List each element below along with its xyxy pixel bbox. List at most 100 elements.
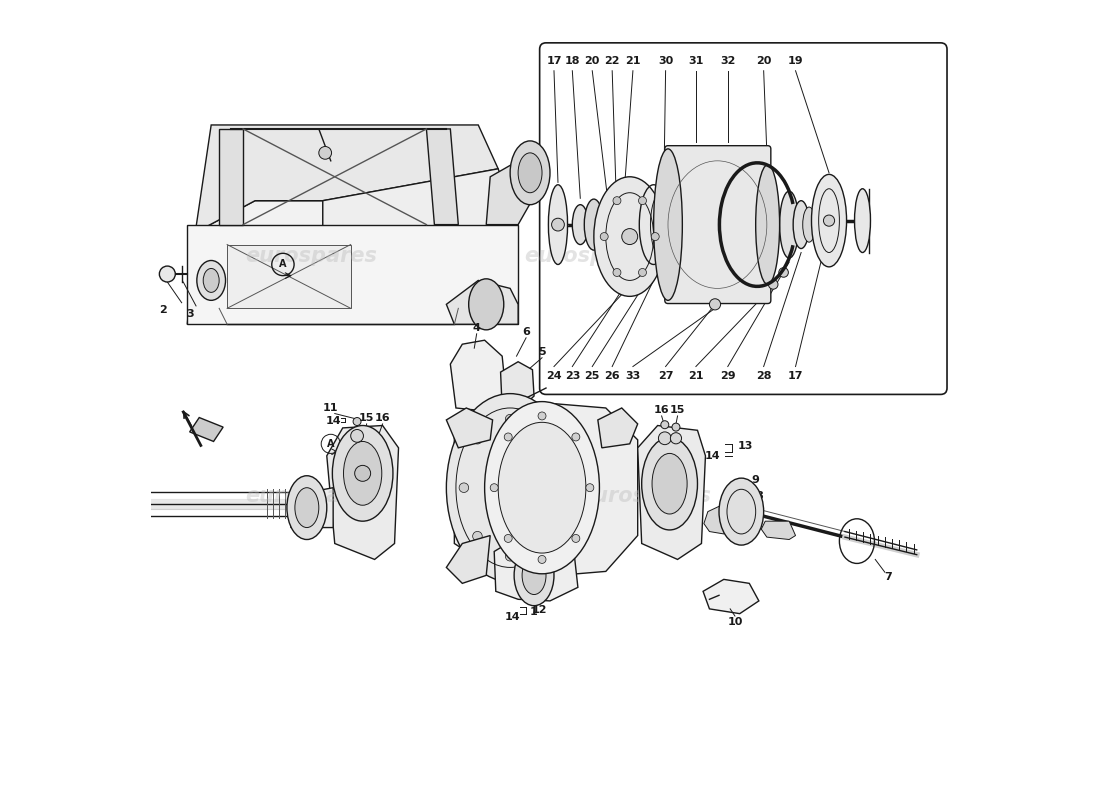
- Text: 5: 5: [538, 347, 546, 357]
- Text: 20: 20: [584, 56, 600, 66]
- Circle shape: [638, 269, 647, 277]
- Ellipse shape: [756, 165, 780, 285]
- Circle shape: [613, 269, 621, 277]
- Text: 20: 20: [756, 56, 771, 66]
- Polygon shape: [450, 340, 506, 412]
- Text: 22: 22: [604, 56, 620, 66]
- Text: A: A: [279, 259, 287, 270]
- Ellipse shape: [549, 185, 568, 265]
- Ellipse shape: [485, 402, 600, 574]
- Circle shape: [551, 218, 564, 231]
- Polygon shape: [290, 488, 333, 527]
- Circle shape: [526, 542, 537, 553]
- Ellipse shape: [600, 204, 615, 246]
- Text: 21: 21: [689, 371, 704, 381]
- Ellipse shape: [812, 174, 847, 267]
- Polygon shape: [447, 535, 491, 583]
- Text: 18: 18: [564, 56, 580, 66]
- Circle shape: [505, 551, 515, 561]
- Text: 8: 8: [755, 490, 762, 501]
- Text: 21: 21: [625, 56, 640, 66]
- Polygon shape: [195, 125, 498, 233]
- Circle shape: [638, 197, 647, 205]
- Ellipse shape: [204, 269, 219, 292]
- Ellipse shape: [332, 426, 393, 521]
- Polygon shape: [327, 426, 398, 559]
- Text: 23: 23: [564, 371, 580, 381]
- Ellipse shape: [518, 153, 542, 193]
- Circle shape: [601, 233, 608, 241]
- Polygon shape: [187, 225, 518, 324]
- Polygon shape: [494, 539, 578, 601]
- Ellipse shape: [641, 438, 697, 530]
- Text: 14: 14: [705, 451, 720, 461]
- Ellipse shape: [719, 478, 763, 545]
- Circle shape: [353, 418, 361, 426]
- Ellipse shape: [608, 204, 624, 246]
- Text: eurospares: eurospares: [524, 246, 656, 266]
- Text: 16: 16: [375, 414, 390, 423]
- Text: 24: 24: [547, 371, 562, 381]
- Ellipse shape: [572, 205, 588, 245]
- Polygon shape: [427, 129, 459, 225]
- FancyBboxPatch shape: [664, 146, 771, 303]
- Text: 33: 33: [625, 371, 640, 381]
- Polygon shape: [447, 408, 493, 448]
- Circle shape: [672, 423, 680, 431]
- Ellipse shape: [287, 476, 327, 539]
- Circle shape: [572, 534, 580, 542]
- Ellipse shape: [498, 422, 586, 553]
- Text: 14: 14: [326, 416, 341, 426]
- Text: 11: 11: [323, 403, 339, 413]
- Text: 17: 17: [547, 56, 562, 66]
- Ellipse shape: [780, 191, 799, 258]
- Circle shape: [572, 433, 580, 441]
- Ellipse shape: [514, 545, 554, 606]
- Text: 9: 9: [751, 474, 760, 485]
- Polygon shape: [189, 418, 223, 442]
- Circle shape: [670, 433, 682, 444]
- Circle shape: [538, 555, 546, 563]
- Polygon shape: [486, 161, 542, 225]
- Text: 26: 26: [604, 371, 620, 381]
- Circle shape: [661, 421, 669, 429]
- Ellipse shape: [793, 201, 810, 249]
- Ellipse shape: [584, 199, 604, 250]
- Circle shape: [779, 268, 789, 278]
- Polygon shape: [638, 426, 705, 559]
- Ellipse shape: [855, 189, 870, 253]
- Text: 12: 12: [531, 606, 547, 615]
- Polygon shape: [704, 506, 730, 534]
- Polygon shape: [219, 129, 243, 225]
- Circle shape: [528, 532, 536, 540]
- Text: 15: 15: [670, 406, 685, 415]
- Circle shape: [504, 534, 513, 542]
- Polygon shape: [447, 281, 518, 324]
- Text: 13: 13: [738, 442, 754, 451]
- Polygon shape: [500, 362, 535, 410]
- Circle shape: [473, 434, 482, 444]
- Text: 28: 28: [756, 371, 771, 381]
- Circle shape: [769, 280, 778, 289]
- Polygon shape: [227, 245, 351, 308]
- Text: 32: 32: [720, 56, 736, 66]
- Text: 15: 15: [359, 414, 374, 423]
- Circle shape: [613, 197, 621, 205]
- Ellipse shape: [653, 149, 682, 300]
- Ellipse shape: [522, 556, 546, 594]
- Circle shape: [659, 432, 671, 445]
- Circle shape: [540, 542, 549, 552]
- Text: 1: 1: [530, 607, 538, 617]
- Text: 3: 3: [186, 309, 194, 319]
- Text: 31: 31: [689, 56, 704, 66]
- Text: A: A: [327, 439, 334, 449]
- Circle shape: [824, 215, 835, 226]
- Circle shape: [538, 531, 548, 541]
- Text: 14: 14: [505, 612, 520, 622]
- Text: 6: 6: [522, 327, 530, 338]
- Circle shape: [351, 430, 363, 442]
- Text: 25: 25: [584, 371, 600, 381]
- Polygon shape: [703, 579, 759, 614]
- Polygon shape: [761, 521, 795, 539]
- Circle shape: [473, 531, 482, 541]
